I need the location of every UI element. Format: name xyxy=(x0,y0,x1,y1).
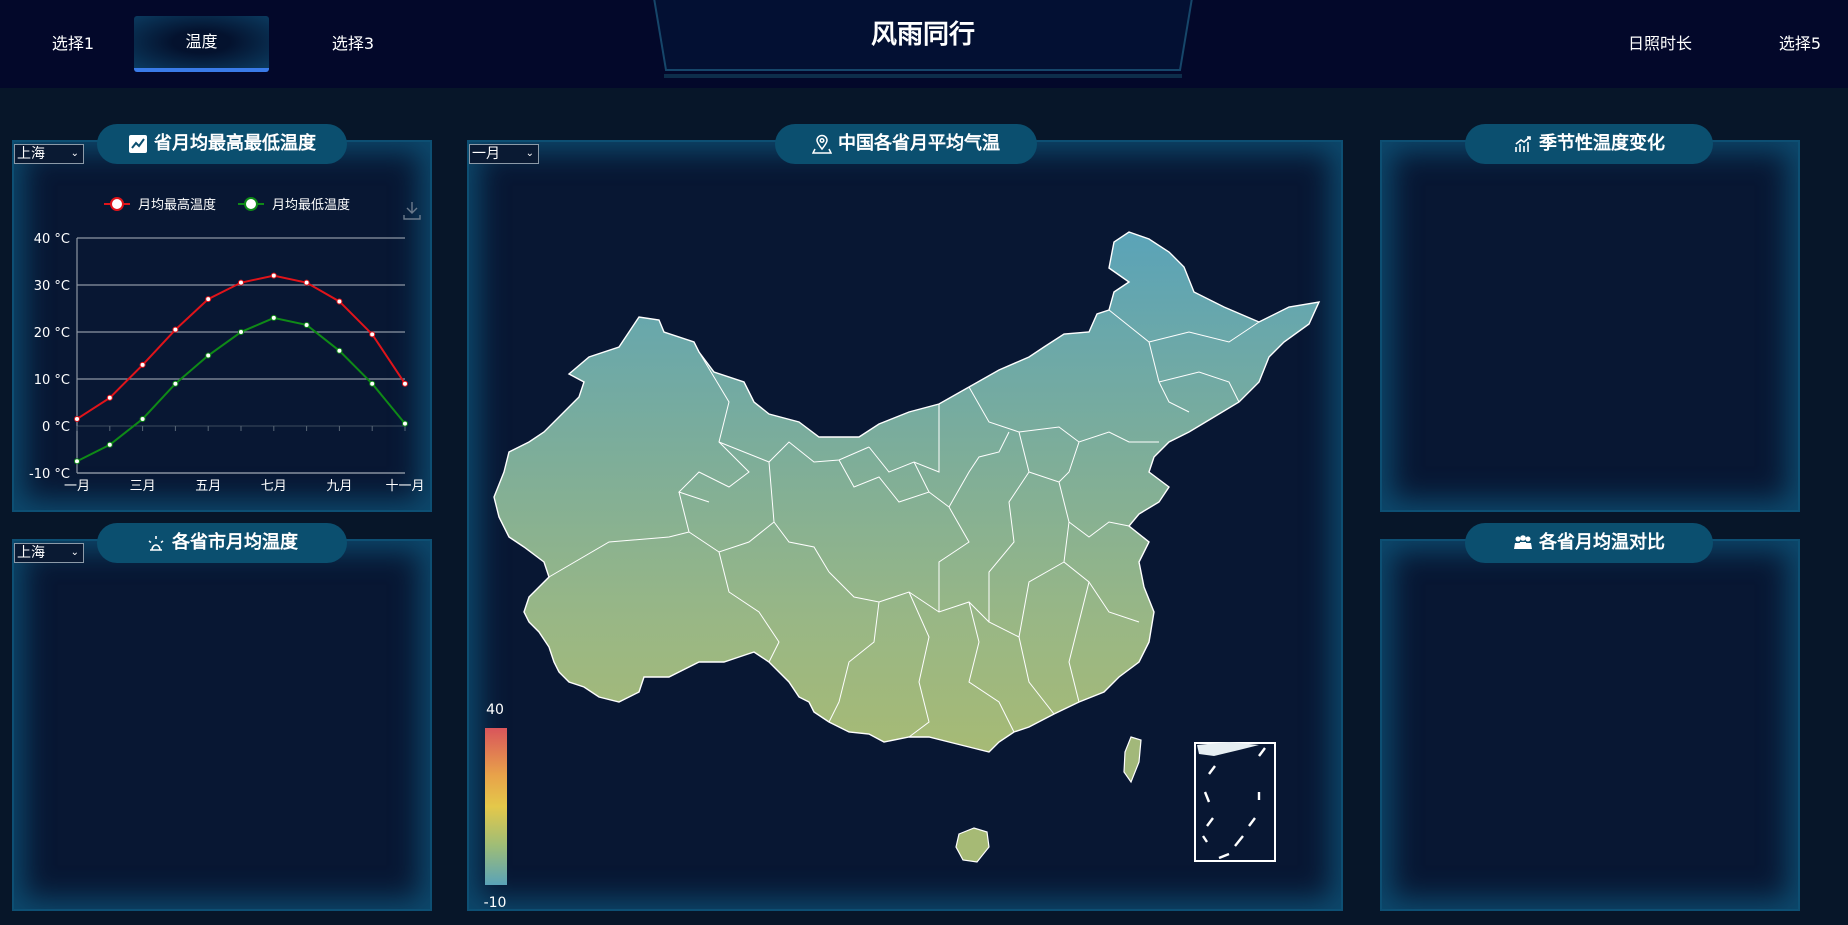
data-point[interactable] xyxy=(74,458,80,465)
data-point[interactable] xyxy=(139,361,146,368)
panel-title-seasonal: 季节性温度变化 xyxy=(1465,124,1713,164)
nav-tab-temperature[interactable]: 温度 xyxy=(134,16,269,72)
panel-seasonal-change xyxy=(1380,140,1800,512)
series-line-0[interactable] xyxy=(76,274,406,420)
china-outline[interactable] xyxy=(493,231,1321,753)
month-select-value: 一月 xyxy=(472,146,500,162)
sun-icon xyxy=(148,536,164,551)
download-icon[interactable] xyxy=(403,202,421,220)
province-select-top[interactable]: 上海 ⌄ xyxy=(14,144,84,164)
people-icon xyxy=(1514,535,1532,549)
y-tick-label: 10 °C xyxy=(34,373,70,388)
data-point[interactable] xyxy=(402,420,408,427)
y-tick-label: 0 °C xyxy=(42,420,70,435)
panel-title-text: 季节性温度变化 xyxy=(1539,133,1665,154)
province-select-bottom[interactable]: 上海 ⌄ xyxy=(14,543,84,563)
page-title: 风雨同行 xyxy=(870,20,975,50)
panel-title-province-compare: 各省月均温对比 xyxy=(1465,523,1713,563)
province-select-top-value: 上海 xyxy=(17,146,45,162)
panel-title-text: 中国各省月平均气温 xyxy=(838,133,1000,154)
y-tick-label: 40 °C xyxy=(34,232,70,247)
data-point[interactable] xyxy=(303,321,310,328)
trend-icon xyxy=(1515,136,1531,152)
chart-series xyxy=(74,272,408,465)
data-point[interactable] xyxy=(106,441,113,448)
panel-title-text: 各省市月均温度 xyxy=(172,532,298,553)
title-frame-shape xyxy=(653,0,1193,78)
south-china-sea-inset xyxy=(1194,742,1276,862)
nav-tab-sunshine[interactable]: 日照时长 xyxy=(1627,34,1692,53)
panel-title-china-map: 中国各省月平均气温 xyxy=(775,124,1037,164)
panel-city-monthly-temp xyxy=(12,539,432,911)
x-tick-label: 十一月 xyxy=(385,479,424,494)
data-point[interactable] xyxy=(139,415,146,422)
panel-province-max-min: 月均最高温度 月均最低温度 40 °C 30 °C 20 °C 10 °C 0 °C -1… xyxy=(12,140,432,512)
province-select-bottom-value: 上海 xyxy=(17,545,45,561)
data-point[interactable] xyxy=(238,279,244,286)
province-borders xyxy=(548,309,1260,738)
data-point[interactable] xyxy=(270,314,277,321)
data-point[interactable] xyxy=(369,331,376,338)
panel-china-map: 40 -10 xyxy=(467,140,1343,911)
data-point[interactable] xyxy=(172,326,179,333)
visual-map-bar xyxy=(485,728,507,885)
series-line-1[interactable] xyxy=(76,316,406,463)
panel-title-city-monthly: 各省市月均温度 xyxy=(97,523,347,563)
nav-tab-5[interactable]: 选择5 xyxy=(1778,34,1822,53)
data-point[interactable] xyxy=(336,298,343,305)
nav-tab-1[interactable]: 选择1 xyxy=(51,34,95,53)
location-pin-icon xyxy=(812,134,832,154)
data-point[interactable] xyxy=(303,279,310,286)
chevron-down-icon: ⌄ xyxy=(70,547,79,558)
china-map: 40 -10 xyxy=(484,231,1321,909)
data-point[interactable] xyxy=(238,329,244,335)
data-point[interactable] xyxy=(205,352,212,359)
panel-title-province-max-min: 省月均最高最低温度 xyxy=(97,124,347,164)
legend-max-marker xyxy=(110,197,124,211)
legend-min-label: 月均最低温度 xyxy=(272,197,350,213)
chart-grid: 40 °C 30 °C 20 °C 10 °C 0 °C -10 °C一月 三月 五月 七月 九月… xyxy=(29,232,424,494)
x-tick-label: 九月 xyxy=(326,479,352,494)
title-frame: 风雨同行 xyxy=(652,0,1194,82)
data-point[interactable] xyxy=(74,415,80,422)
chevron-down-icon: ⌄ xyxy=(70,148,79,159)
x-tick-label: 一月 xyxy=(64,479,90,494)
taiwan-island[interactable] xyxy=(1123,736,1142,784)
month-select[interactable]: 一月 ⌄ xyxy=(469,144,539,164)
nav-tab-3[interactable]: 选择3 xyxy=(331,34,375,53)
y-tick-label: -10 °C xyxy=(29,467,70,482)
data-point[interactable] xyxy=(270,272,277,279)
chart-legend: 月均最高温度 月均最低温度 xyxy=(104,197,350,213)
visual-map-max-label: 40 xyxy=(486,702,504,718)
chevron-down-icon: ⌄ xyxy=(525,148,534,159)
hainan-island[interactable] xyxy=(955,827,990,863)
x-tick-label: 七月 xyxy=(261,479,287,494)
data-point[interactable] xyxy=(106,394,113,401)
panel-title-text: 各省月均温对比 xyxy=(1539,532,1665,553)
panel-title-text: 省月均最高最低温度 xyxy=(154,133,316,154)
data-point[interactable] xyxy=(369,380,376,387)
y-tick-label: 20 °C xyxy=(34,326,70,341)
visual-map-legend[interactable]: 40 -10 xyxy=(484,702,507,909)
data-point[interactable] xyxy=(205,296,212,303)
y-tick-label: 30 °C xyxy=(34,279,70,294)
data-point[interactable] xyxy=(402,380,408,387)
panel-province-compare xyxy=(1380,539,1800,911)
legend-min-marker xyxy=(244,197,258,211)
line-chart: 月均最高温度 月均最低温度 40 °C 30 °C 20 °C 10 °C 0 °C -1… xyxy=(29,197,425,494)
legend-max-label: 月均最高温度 xyxy=(138,197,216,213)
data-point[interactable] xyxy=(172,380,179,387)
visual-map-min-label: -10 xyxy=(484,895,507,909)
chart-icon xyxy=(129,135,147,153)
data-point[interactable] xyxy=(336,347,343,354)
x-tick-label: 三月 xyxy=(130,479,156,494)
top-header: 选择1 温度 选择3 风雨同行 日照时长 选择5 xyxy=(0,0,1848,88)
x-tick-label: 五月 xyxy=(195,479,221,494)
